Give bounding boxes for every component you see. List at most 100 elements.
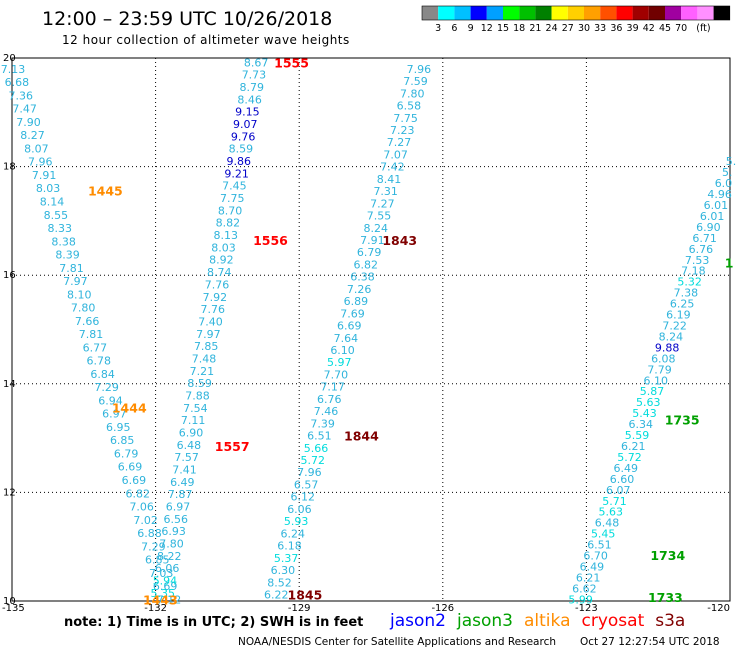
wave-height-jason3: 6.25 [670, 298, 695, 311]
wave-height-jason3: 6.90 [696, 221, 721, 234]
wave-height-jason3: 8.24 [659, 330, 684, 343]
wave-height-cryosat: 6.06 [155, 562, 180, 575]
colorbar-label: 3 [435, 23, 441, 34]
wave-height-cryosat: 7.57 [174, 451, 199, 464]
wave-height-jason3: 6.62 [572, 582, 597, 595]
wave-height-altika: 8.39 [55, 249, 80, 262]
grid-lines [12, 58, 730, 601]
x-tick-label: -123 [575, 603, 598, 614]
wave-height-s3a: 5.97 [327, 356, 352, 369]
wave-height-jason3: 6.34 [629, 418, 654, 431]
wave-height-altika: 6.88 [137, 527, 162, 540]
pass-time-label: 1 [725, 256, 734, 271]
colorbar-label: (ft) [696, 23, 710, 34]
footer-credit: NOAA/NESDIS Center for Satellite Applica… [238, 636, 556, 648]
colorbar-label: 42 [643, 23, 655, 34]
wave-height-cryosat: 9.86 [227, 155, 252, 168]
wave-height-jason3: 9.88 [655, 341, 680, 354]
wave-height-jason3: 7.22 [662, 319, 687, 332]
wave-height-jason3: 5. [726, 155, 737, 168]
wave-height-s3a: 8.24 [363, 222, 388, 235]
colorbar-label: 9 [468, 23, 474, 34]
wave-height-altika: 8.10 [67, 288, 92, 301]
wave-height-s3a: 7.17 [320, 381, 345, 394]
colorbar-swatch [438, 6, 455, 20]
wave-height-jason3: 6.10 [644, 374, 669, 387]
wave-height-altika: 6.69 [153, 580, 178, 593]
wave-height-cryosat: 8.13 [213, 229, 238, 242]
wave-height-jason3: 6.60 [610, 473, 635, 486]
wave-height-jason3: 5.99 [568, 593, 593, 606]
wave-height-cryosat: 7.75 [220, 192, 245, 205]
wave-height-s3a: 6.89 [344, 295, 369, 308]
wave-height-jason3: 6.51 [587, 539, 612, 552]
wave-height-jason3: 6.0 [715, 177, 733, 190]
wave-height-altika: 6.84 [90, 368, 115, 381]
wave-height-cryosat: 7.88 [185, 389, 210, 402]
colorbar-label: 21 [529, 23, 541, 34]
wave-height-altika: 7.02 [133, 514, 158, 527]
plot-area [11, 57, 731, 602]
legend-jason2: jason2 [389, 611, 446, 631]
wave-height-altika: 7.81 [79, 328, 104, 341]
wave-height-altika: 6.85 [145, 554, 170, 567]
colorbar-swatch [535, 6, 552, 20]
footer-timestamp: Oct 27 12:27:54 UTC 2018 [580, 636, 720, 648]
wave-height-cryosat: 8.67 [244, 56, 269, 69]
wave-height-s3a: 5.37 [274, 552, 299, 565]
colorbar-swatch [470, 6, 487, 20]
wave-height-altika: 7.81 [59, 262, 84, 275]
satellite-legend: jason2 jason3 altika cryosat s3a [389, 611, 685, 631]
wave-height-s3a: 7.80 [400, 87, 425, 100]
wave-height-jason3: 5.32 [677, 276, 702, 289]
wave-height-altika: 6.94 [98, 394, 123, 407]
wave-height-s3a: 7.96 [407, 63, 432, 76]
wave-height-cryosat: 7.45 [222, 180, 247, 193]
colorbar-swatch [519, 6, 536, 20]
wave-height-jason3: 5.71 [602, 495, 627, 508]
wave-height-jason3: 5.43 [632, 407, 657, 420]
wave-height-cryosat: 7.97 [196, 328, 221, 341]
wave-height-cryosat: 7.92 [203, 291, 228, 304]
colorbar-label: 70 [675, 23, 687, 34]
wave-height-s3a: 6.82 [354, 258, 379, 271]
wave-height-altika: 7.03 [149, 567, 174, 580]
wave-height-jason3: 4.96 [707, 188, 732, 201]
wave-height-altika: 6.78 [87, 355, 112, 368]
wave-height-s3a: 7.27 [387, 136, 412, 149]
colorbar-label: 39 [627, 23, 639, 34]
x-tick-label: -120 [707, 603, 730, 614]
wave-height-s3a: 7.59 [403, 75, 428, 88]
pass-time-label: 1734 [650, 548, 685, 563]
y-tick-label: 16 [3, 270, 16, 281]
satellite-tracks: 7.136.687.367.477.908.278.077.967.918.03… [1, 56, 737, 606]
wave-height-s3a: 6.69 [337, 320, 362, 333]
colorbar-legend: 3 6 9 12 15 18 21 24 27 30 33 36 39 42 45 70 (ft) [421, 5, 731, 34]
pass-time-label: 1443 [143, 592, 178, 607]
wave-height-altika: 6.95 [106, 421, 131, 434]
wave-height-s3a: 6.24 [281, 527, 306, 540]
wave-height-s3a: 6.10 [330, 344, 355, 357]
wave-height-altika: 7.29 [94, 381, 119, 394]
wave-height-s3a: 7.07 [383, 148, 408, 161]
wave-height-altika: 8.03 [36, 182, 61, 195]
wave-height-jason3: 5.72 [617, 451, 642, 464]
pass-time-label: 1845 [288, 587, 323, 602]
colorbar-swatch [616, 6, 633, 20]
colorbar-label: 18 [513, 23, 525, 34]
wave-height-cryosat: 7.40 [198, 315, 223, 328]
wave-height-cryosat: 8.59 [187, 377, 212, 390]
wave-height-jason3: 6.01 [700, 210, 725, 223]
colorbar-label: 6 [451, 23, 457, 34]
wave-height-altika: 6.85 [110, 434, 135, 447]
wave-height-cryosat: 7.48 [192, 352, 217, 365]
wave-height-cryosat: 9.07 [233, 118, 258, 131]
wave-height-cryosat: 5.35 [151, 587, 176, 600]
wave-height-altika: 6.79 [114, 447, 139, 460]
pass-time-label: 1444 [112, 401, 147, 416]
colorbar-label: 45 [659, 23, 671, 34]
wave-height-cryosat: 6.48 [177, 439, 202, 452]
pass-time-label: 1557 [215, 439, 250, 454]
wave-height-jason3: 6.19 [666, 309, 691, 322]
wave-height-s3a: 7.23 [390, 124, 415, 137]
